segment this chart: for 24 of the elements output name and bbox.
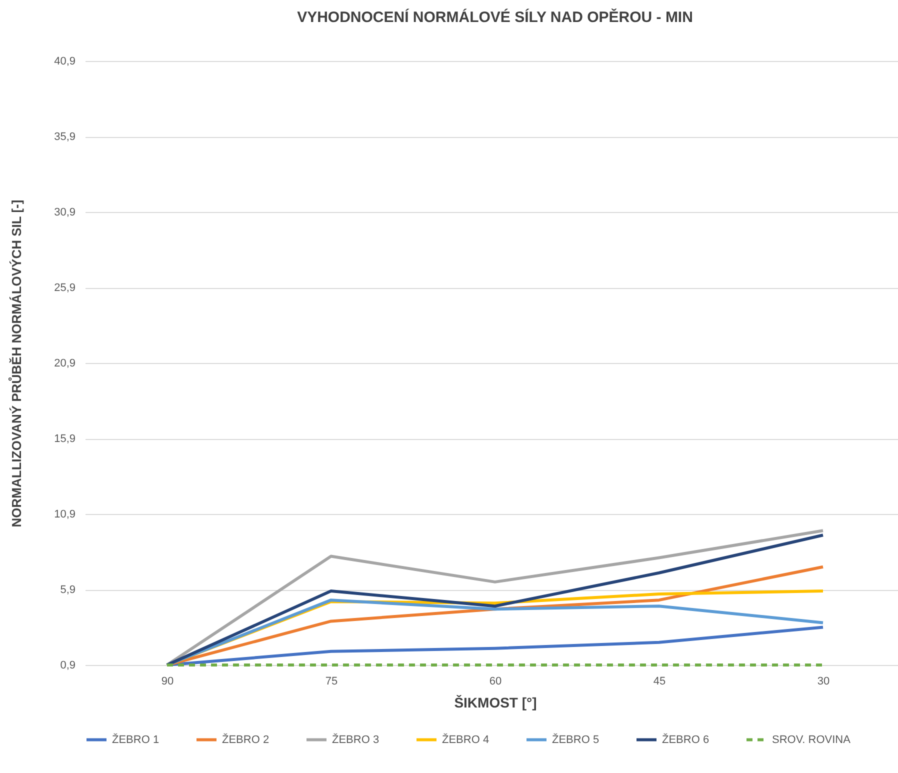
x-tick-label: 45 bbox=[653, 676, 666, 688]
legend-label: ŽEBRO 4 bbox=[442, 732, 490, 746]
legend-label: SROV. ROVINA bbox=[772, 734, 852, 746]
x-tick-label: 90 bbox=[161, 676, 174, 688]
y-tick-label: 30,9 bbox=[54, 206, 76, 218]
legend-label: ŽEBRO 3 bbox=[332, 732, 380, 746]
y-tick-label: 15,9 bbox=[54, 433, 76, 445]
x-tick-label: 30 bbox=[817, 676, 830, 688]
y-tick-label: 0,9 bbox=[60, 660, 76, 672]
legend-label: ŽEBRO 6 bbox=[662, 732, 710, 746]
y-axis-title: NORMALLIZOVANÝ PRŮBĚH NORMÁLOVÝCH SIL [-] bbox=[8, 200, 24, 528]
y-tick-label: 35,9 bbox=[54, 131, 76, 143]
legend-label: ŽEBRO 5 bbox=[552, 732, 600, 746]
x-tick-label: 75 bbox=[325, 676, 338, 688]
legend-label: ŽEBRO 1 bbox=[112, 732, 160, 746]
y-tick-label: 40,9 bbox=[54, 56, 76, 68]
y-tick-label: 20,9 bbox=[54, 358, 76, 370]
x-axis-title: ŠIKMOST [°] bbox=[454, 694, 537, 710]
chart-title: VYHODNOCENÍ NORMÁLOVÉ SÍLY NAD OPĚROU - MIN bbox=[297, 8, 693, 26]
x-tick-label: 60 bbox=[489, 676, 502, 688]
legend-label: ŽEBRO 2 bbox=[222, 732, 270, 746]
y-tick-label: 25,9 bbox=[54, 282, 76, 294]
y-tick-label: 10,9 bbox=[54, 508, 76, 520]
y-tick-label: 5,9 bbox=[60, 584, 76, 596]
